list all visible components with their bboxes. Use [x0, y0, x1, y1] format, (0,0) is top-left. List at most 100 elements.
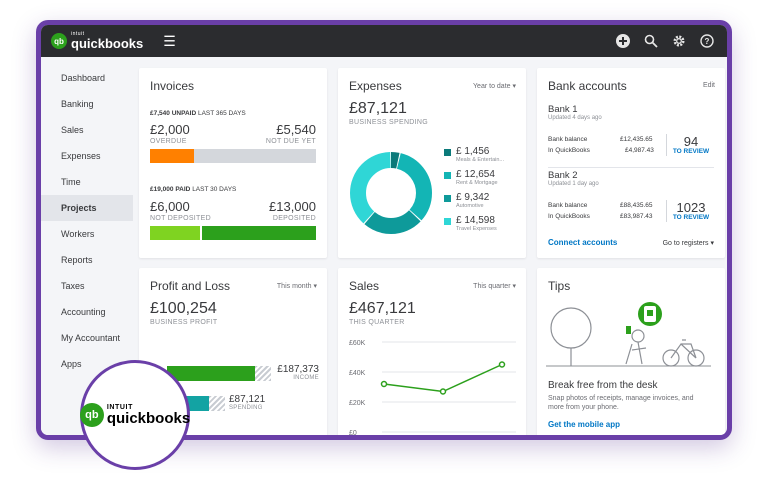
profit-loss-period-dropdown[interactable]: This month ▾ [276, 283, 317, 290]
bank-balance-label: Bank balance [548, 202, 588, 209]
expense-legend-travel[interactable]: £ 14,598 Travel Expenses [444, 215, 497, 232]
search-icon[interactable] [643, 33, 659, 49]
profit-loss-title: Profit and Loss [150, 279, 231, 293]
donut-slice-2[interactable] [350, 152, 432, 234]
help-icon[interactable]: ? [699, 33, 715, 49]
expense-legend-rent[interactable]: £ 12,654 Rent & Mortgage [444, 169, 498, 186]
sales-line-chart[interactable]: £60K £40K £20K £0 [338, 330, 526, 440]
top-bar: qb intuit quickbooks ☰ ? [41, 25, 727, 57]
expenses-period-label: Year to date [473, 83, 511, 90]
paid-label: PAID [175, 186, 191, 193]
profit-caption: BUSINESS PROFIT [150, 319, 218, 326]
plus-icon[interactable] [615, 33, 631, 49]
hamburger-icon[interactable]: ☰ [163, 32, 176, 49]
sidebar-item-time[interactable]: Time [61, 177, 81, 187]
not-due-label: NOT DUE YET [265, 138, 316, 145]
expense-legend-automotive[interactable]: £ 9,342 Automotive [444, 192, 489, 209]
sales-caption: THIS QUARTER [349, 319, 405, 326]
expenses-card: Expenses Year to date ▾ £87,121 BUSINESS… [338, 68, 526, 258]
not-due-amount: £5,540 [276, 122, 316, 137]
bank-accounts-title: Bank accounts [548, 79, 627, 93]
in-quickbooks-label: In QuickBooks [548, 147, 590, 154]
unpaid-bar[interactable] [150, 149, 316, 163]
legend-amount: £ 9,342 [456, 192, 490, 203]
bank-name: Bank 1 [548, 104, 578, 115]
sales-period-dropdown[interactable]: This quarter ▾ [473, 283, 516, 290]
paid-summary: £19,000 PAID LAST 30 DAYS [150, 186, 236, 193]
sales-point[interactable] [380, 380, 388, 388]
legend-amount: £ 1,456 [456, 146, 490, 157]
sidebar-item-projects[interactable]: Projects [41, 195, 133, 221]
sidebar-item-workers[interactable]: Workers [61, 229, 95, 239]
sidebar-item-dashboard[interactable]: Dashboard [61, 73, 106, 83]
sidebar: Dashboard Banking Sales Expenses Time Pr… [41, 57, 133, 435]
bank-edit-link[interactable]: Edit [702, 82, 715, 89]
badge-quickbooks-text: quickbooks [106, 410, 191, 427]
unpaid-label: UNPAID [171, 110, 197, 117]
sidebar-item-expenses[interactable]: Expenses [61, 151, 101, 161]
expenses-title: Expenses [349, 79, 402, 93]
bank-balance-value: £88,435.65 [620, 202, 653, 209]
expenses-period-dropdown[interactable]: Year to date ▾ [473, 83, 516, 90]
sidebar-item-taxes[interactable]: Taxes [61, 281, 85, 291]
overdue-segment[interactable] [150, 149, 194, 163]
in-quickbooks-label: In QuickBooks [548, 213, 590, 220]
legend-label: Automotive [456, 203, 484, 209]
paid-bar[interactable] [150, 226, 316, 240]
overdue-amount: £2,000 [150, 122, 190, 137]
connect-accounts-link[interactable]: Connect accounts [548, 238, 618, 247]
income-bar[interactable] [167, 366, 255, 381]
quickbooks-logo[interactable]: qb intuit quickbooks [51, 32, 143, 50]
gear-icon[interactable] [671, 33, 687, 49]
profit-loss-period-label: This month [276, 283, 312, 290]
app-window: qb intuit quickbooks ☰ ? Dashboard Ba [36, 20, 732, 440]
sidebar-item-apps[interactable]: Apps [61, 359, 82, 369]
review-count: 1023 [676, 200, 706, 215]
sales-point[interactable] [439, 388, 447, 395]
donut-slice-1[interactable] [350, 152, 432, 234]
deposited-label: DEPOSITED [272, 215, 316, 222]
spending-amount: £87,121 [229, 394, 266, 405]
sales-title: Sales [349, 279, 380, 293]
y-tick-label: £60K [349, 340, 366, 347]
quickbooks-badge: qb INTUIT quickbooks [79, 360, 191, 470]
qb-logo-icon: qb [51, 33, 67, 49]
bank-account-2[interactable]: Bank 2 Updated 1 day ago Bank balance £8… [548, 170, 714, 234]
sidebar-item-banking[interactable]: Banking [61, 99, 94, 109]
logo-quickbooks-text: quickbooks [71, 36, 144, 51]
y-tick-label: £20K [349, 400, 366, 407]
bank-account-1[interactable]: Bank 1 Updated 4 days ago Bank balance £… [548, 104, 714, 168]
bank-accounts-card: Bank accounts Edit Bank 1 Updated 4 days… [537, 68, 725, 258]
income-bar-hatch [255, 366, 271, 381]
in-quickbooks-value: £83,987.43 [620, 213, 653, 220]
not-deposited-segment[interactable] [150, 226, 203, 240]
sidebar-item-sales[interactable]: Sales [61, 125, 84, 135]
profit-amount: £100,254 [150, 300, 217, 317]
badge-intuit-text: INTUIT [106, 404, 133, 411]
bank-updated: Updated 4 days ago [548, 115, 602, 121]
donut-slice-3[interactable] [350, 152, 432, 234]
bank-balance-value: £12,435.65 [620, 136, 653, 143]
income-amount: £187,373 [277, 364, 319, 375]
tips-headline: Break free from the desk [548, 380, 658, 391]
sidebar-item-my-accountant[interactable]: My Accountant [61, 333, 121, 343]
bank-balance-label: Bank balance [548, 136, 588, 143]
expense-legend-meals[interactable]: £ 1,456 Meals & Entertain... [444, 146, 504, 163]
to-review-link[interactable]: TO REVIEW [672, 148, 710, 155]
legend-label: Rent & Mortgage [456, 180, 498, 186]
spending-label: SPENDING [229, 405, 263, 411]
get-mobile-app-link[interactable]: Get the mobile app [548, 420, 621, 429]
expenses-donut-chart[interactable] [346, 148, 436, 238]
sales-amount: £467,121 [349, 300, 416, 317]
y-tick-label: £0 [349, 430, 357, 437]
sales-point[interactable] [498, 361, 506, 368]
overdue-label: OVERDUE [150, 138, 187, 145]
y-tick-label: £40K [349, 370, 366, 377]
donut-slice-0[interactable] [350, 152, 432, 234]
logo-intuit-text: intuit [71, 31, 85, 37]
to-review-link[interactable]: TO REVIEW [672, 214, 710, 221]
sidebar-item-accounting[interactable]: Accounting [61, 307, 106, 317]
in-quickbooks-value: £4,987.43 [625, 147, 654, 154]
sidebar-item-reports[interactable]: Reports [61, 255, 93, 265]
go-to-registers-dropdown[interactable]: Go to registers ▾ [662, 240, 714, 247]
